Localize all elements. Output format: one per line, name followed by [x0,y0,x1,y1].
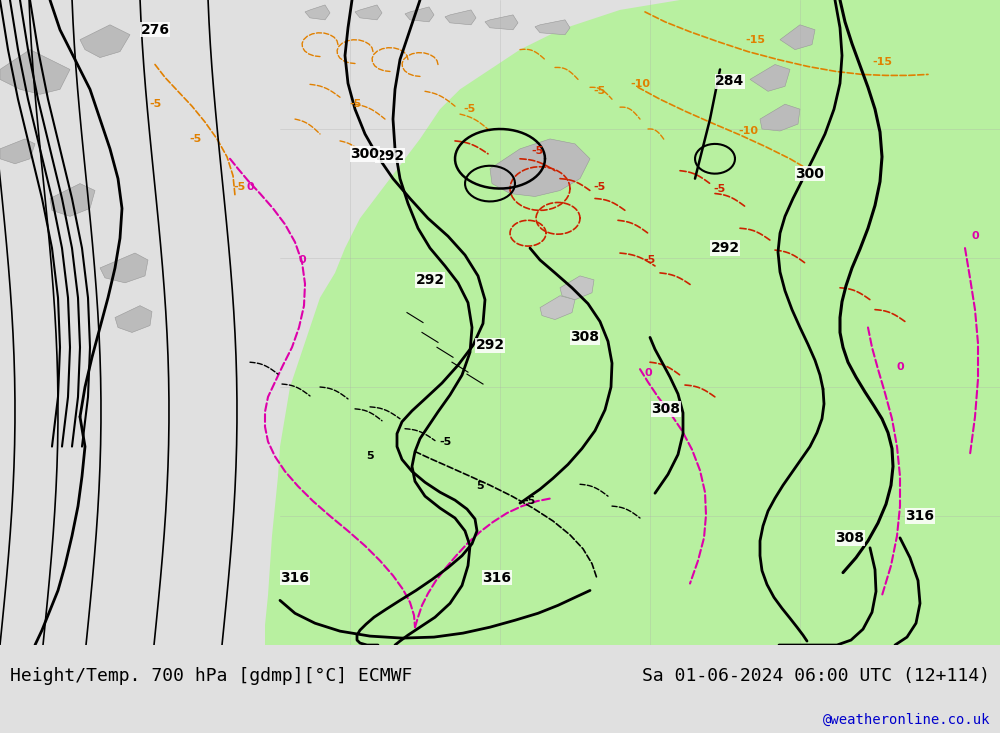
Text: 292: 292 [415,273,445,287]
Polygon shape [900,0,1000,114]
Text: 5: 5 [476,482,484,491]
Text: -5: -5 [439,437,451,446]
Polygon shape [445,10,476,25]
Text: -15: -15 [745,34,765,45]
Text: 0: 0 [896,362,904,372]
Text: 308: 308 [570,331,600,345]
Text: -5: -5 [234,182,246,191]
Text: -5: -5 [594,86,606,96]
Polygon shape [780,25,815,50]
Text: 276: 276 [140,23,170,37]
Text: 308: 308 [836,531,864,545]
Text: 292: 292 [375,149,405,163]
Polygon shape [115,306,152,333]
Polygon shape [80,25,130,58]
Text: -5: -5 [524,496,536,507]
Text: -15: -15 [872,56,892,67]
Text: 316: 316 [280,570,310,584]
Polygon shape [50,183,95,216]
Text: 300: 300 [796,166,824,180]
Text: -5: -5 [714,183,726,194]
Polygon shape [750,65,790,92]
Text: -5: -5 [189,134,201,144]
Polygon shape [0,139,35,163]
Text: 5: 5 [366,452,374,462]
Text: 292: 292 [710,241,740,255]
Polygon shape [540,295,575,320]
Polygon shape [265,0,1000,645]
Text: 0: 0 [644,368,652,378]
Text: -5: -5 [149,99,161,109]
Text: -5: -5 [532,146,544,156]
Text: -5: -5 [464,104,476,114]
Polygon shape [100,253,148,283]
Polygon shape [405,7,434,22]
Polygon shape [0,50,70,95]
Text: 316: 316 [482,570,512,584]
Polygon shape [355,5,382,20]
Text: -5: -5 [644,255,656,265]
Polygon shape [485,15,518,30]
Text: -10: -10 [630,79,650,89]
Polygon shape [780,0,965,199]
Text: 316: 316 [906,509,934,523]
Text: @weatheronline.co.uk: @weatheronline.co.uk [822,712,990,727]
Text: -5: -5 [594,182,606,191]
Text: -5: -5 [349,99,361,109]
Polygon shape [305,5,330,20]
Polygon shape [490,139,590,196]
Polygon shape [760,104,800,131]
Polygon shape [560,276,594,300]
Text: Sa 01-06-2024 06:00 UTC (12+114): Sa 01-06-2024 06:00 UTC (12+114) [642,667,990,685]
Text: 300: 300 [351,147,379,161]
Text: 0: 0 [971,231,979,241]
Polygon shape [535,20,570,34]
Text: 308: 308 [652,402,680,416]
Text: Height/Temp. 700 hPa [gdmp][°C] ECMWF: Height/Temp. 700 hPa [gdmp][°C] ECMWF [10,667,412,685]
Text: 0: 0 [298,255,306,265]
Text: 292: 292 [475,339,505,353]
Text: 284: 284 [715,74,745,89]
Text: 0: 0 [246,182,254,191]
Text: -10: -10 [738,126,758,136]
